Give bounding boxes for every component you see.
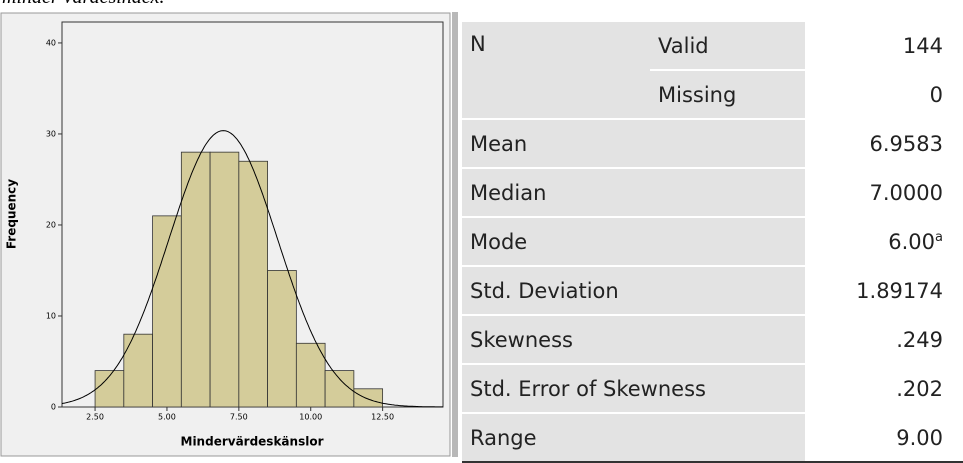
- table-row: Std. Error of Skewness .202: [462, 364, 963, 414]
- y-tick-label: 30: [46, 129, 56, 138]
- value-cell: .202: [805, 364, 963, 414]
- table-row: Missing 0: [462, 70, 963, 120]
- table-row: Range 9.00: [462, 413, 963, 463]
- label-cell: Std. Error of Skewness: [462, 364, 805, 414]
- y-tick-label: 10: [46, 311, 56, 320]
- value-cell: 6.9583: [805, 119, 963, 169]
- label-cell: Range: [462, 413, 805, 463]
- cell-text: Skewness: [470, 327, 573, 352]
- table-row: Mode 6.00a: [462, 217, 963, 267]
- value-cell: 6.00a: [805, 217, 963, 267]
- cell-text: .249: [896, 327, 943, 352]
- cell-text: 6.9583: [869, 131, 943, 156]
- bar: [180, 151, 211, 408]
- cell-text: 9.00: [896, 425, 943, 450]
- bar: [353, 388, 384, 408]
- cell-text: Median: [470, 180, 547, 205]
- value-cell: 0: [805, 70, 963, 120]
- table-row: Median 7.0000: [462, 168, 963, 218]
- x-tick-label: 2.50: [86, 413, 104, 422]
- footnote-mark: a: [935, 229, 943, 245]
- divider: [452, 12, 458, 457]
- cell-text: N: [470, 32, 486, 56]
- bar: [94, 370, 125, 408]
- value-cell: 7.0000: [805, 168, 963, 218]
- bar: [152, 215, 182, 408]
- bar: [324, 370, 355, 408]
- x-tick-label: 5.00: [158, 413, 176, 422]
- label-cell: Valid: [650, 22, 805, 71]
- cell-text: 6.00: [888, 229, 936, 254]
- bar: [123, 333, 153, 408]
- cell-text: Std. Error of Skewness: [470, 376, 706, 401]
- cell-text: Mean: [470, 131, 528, 156]
- bar: [209, 151, 240, 408]
- y-tick-label: 40: [46, 38, 56, 47]
- x-tick-label: 10.00: [299, 413, 322, 422]
- cell-text: Std. Deviation: [470, 278, 619, 303]
- x-tick-label: 12.50: [371, 413, 394, 422]
- table-row: Mean 6.9583: [462, 119, 963, 169]
- cell-text: Mode: [470, 229, 528, 254]
- label-cell: Mean: [462, 119, 805, 169]
- caption: minder värdesindex.: [2, 0, 165, 9]
- table-row: Std. Deviation 1.89174: [462, 266, 963, 316]
- x-tick-label: 7.50: [230, 413, 248, 422]
- normal-curve: [61, 130, 443, 408]
- table-row: N Valid 144: [462, 22, 963, 120]
- bar: [238, 160, 268, 408]
- label-cell: Median: [462, 168, 805, 218]
- label-cell: Mode: [462, 217, 805, 267]
- y-tick-label: 20: [46, 220, 56, 229]
- cell-text: 1.89174: [856, 278, 943, 303]
- value-cell: 144: [805, 22, 963, 71]
- cell-text: 144: [902, 33, 943, 58]
- cell-text: Missing: [658, 82, 737, 107]
- cell-text: 7.0000: [869, 180, 943, 205]
- cell-text: 0: [929, 82, 943, 107]
- label-cell: N: [462, 22, 650, 120]
- label-cell: Skewness: [462, 315, 805, 365]
- table-row: Skewness .249: [462, 315, 963, 365]
- value-cell: 1.89174: [805, 266, 963, 316]
- value-cell: .249: [805, 315, 963, 365]
- label-cell: Missing: [650, 70, 805, 120]
- cell-text: Valid: [658, 33, 709, 58]
- y-axis-title: Frequency: [5, 179, 19, 249]
- bar: [267, 270, 297, 408]
- cell-text: Range: [470, 425, 537, 450]
- cell-text: .202: [896, 376, 943, 401]
- y-tick-label: 0: [51, 403, 56, 412]
- bar: [295, 342, 326, 408]
- x-axis-title: Mindervärdeskänslor: [181, 435, 324, 449]
- label-cell: Std. Deviation: [462, 266, 805, 316]
- chart: Mindervärdeskänslor Frequency 0 10 20 30 40 2…: [0, 12, 451, 457]
- value-cell: 9.00: [805, 413, 963, 463]
- stats-table: N Valid 144 Missing 0 Mean 6.9583 Median 7.0000 M…: [462, 22, 963, 463]
